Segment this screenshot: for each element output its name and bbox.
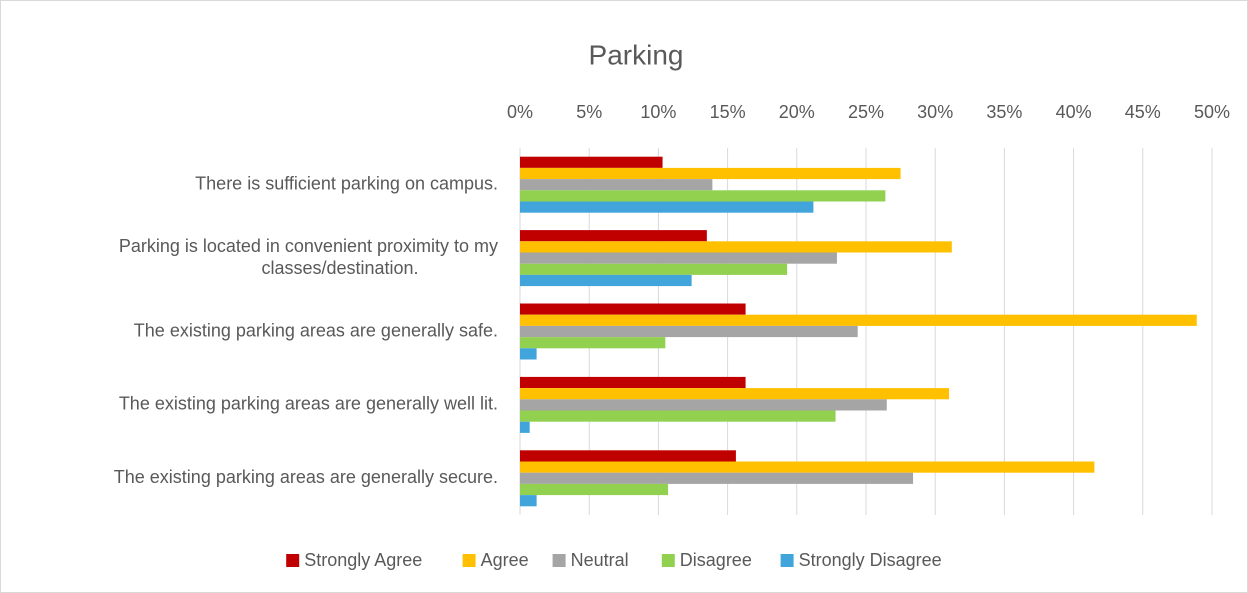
- bar: [520, 483, 669, 496]
- y-tick-label-line: Parking is located in convenient proximi…: [119, 236, 498, 256]
- y-tick-label: There is sufficient parking on campus.: [195, 173, 498, 193]
- legend-swatch: [462, 554, 476, 567]
- x-tick-label: 25%: [848, 102, 884, 122]
- legend-label: Agree: [481, 550, 529, 570]
- x-tick-label: 10%: [640, 102, 676, 122]
- x-tick-label: 40%: [1056, 102, 1092, 122]
- bar: [520, 388, 950, 400]
- bar: [520, 376, 746, 389]
- bar: [520, 274, 692, 287]
- x-tick-label: 50%: [1194, 102, 1230, 122]
- bar: [520, 421, 530, 433]
- bar: [520, 495, 537, 507]
- bar: [520, 156, 663, 168]
- legend-swatch: [286, 554, 300, 567]
- bar: [520, 348, 537, 360]
- x-tick-label: 5%: [576, 102, 602, 122]
- bar: [520, 472, 914, 484]
- bar: [520, 337, 666, 349]
- bar: [520, 325, 858, 338]
- legend-label: Neutral: [571, 550, 629, 570]
- bar: [520, 230, 707, 242]
- bar: [520, 450, 736, 462]
- x-tick-label: 20%: [779, 102, 815, 122]
- bar: [520, 399, 887, 411]
- y-tick-label: The existing parking areas are generally…: [134, 320, 498, 340]
- x-tick-label: 45%: [1125, 102, 1161, 122]
- y-tick-label: The existing parking areas are generally…: [119, 394, 498, 414]
- bar: [520, 410, 836, 422]
- x-tick-label: 0%: [507, 102, 533, 122]
- bar: [520, 201, 814, 213]
- y-tick-label: Parking is located in convenient proximi…: [119, 236, 498, 278]
- legend-label: Strongly Disagree: [799, 550, 942, 570]
- bar: [520, 179, 713, 191]
- x-tick-label: 30%: [917, 102, 953, 122]
- y-tick-label: The existing parking areas are generally…: [114, 467, 498, 487]
- bar: [520, 190, 886, 202]
- bar: [520, 167, 901, 180]
- legend-label: Strongly Agree: [304, 550, 422, 570]
- bar: [520, 263, 788, 275]
- bar: [520, 303, 746, 315]
- legend-swatch: [780, 554, 794, 567]
- legend-swatch: [661, 554, 675, 567]
- bar: [520, 241, 952, 253]
- bar: [520, 252, 837, 264]
- chart-title: Parking: [589, 39, 684, 70]
- legend-label: Disagree: [680, 550, 752, 570]
- bar: [520, 461, 1095, 473]
- y-tick-label-line: classes/destination.: [261, 258, 418, 278]
- x-tick-label: 15%: [710, 102, 746, 122]
- bar: [520, 314, 1197, 326]
- x-tick-label: 35%: [986, 102, 1022, 122]
- legend-swatch: [552, 554, 566, 567]
